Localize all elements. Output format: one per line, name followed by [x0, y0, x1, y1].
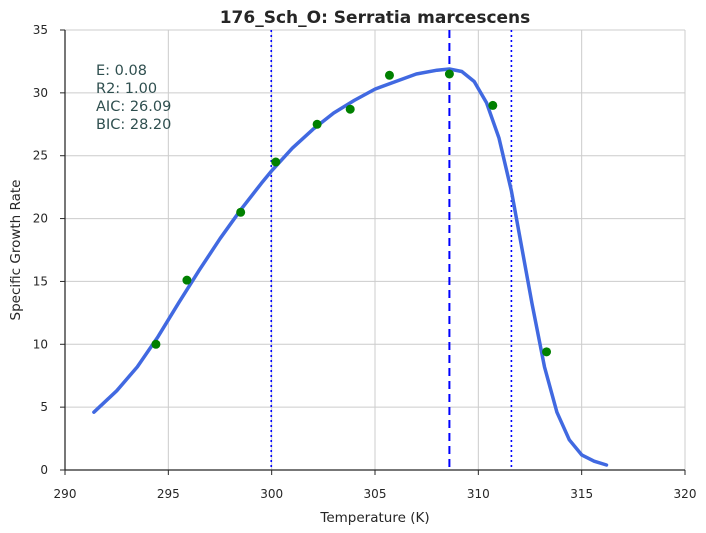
- data-point: [312, 119, 322, 129]
- x-tick-label: 315: [570, 487, 593, 501]
- x-tick-label: 320: [674, 487, 697, 501]
- fit-curve: [92, 67, 609, 467]
- stat-aic: AIC: 26.09: [96, 99, 171, 115]
- y-tick-label: 30: [33, 86, 48, 100]
- x-tick-labels: 290 295 300 305 310 315 320: [54, 470, 697, 501]
- x-tick-label: 305: [364, 487, 387, 501]
- data-point: [542, 347, 552, 357]
- y-tick-labels: 0 5 10 15 20 25 30 35: [33, 23, 65, 477]
- x-tick-label: 295: [157, 487, 180, 501]
- x-tick-label: 300: [260, 487, 283, 501]
- y-tick-label: 35: [33, 23, 48, 37]
- reference-lines: [270, 30, 513, 470]
- data-point: [151, 339, 161, 349]
- stat-e: E: 0.08: [96, 63, 147, 79]
- data-point: [271, 157, 281, 167]
- data-point: [236, 207, 246, 217]
- y-tick-label: 15: [33, 274, 48, 288]
- data-point: [182, 275, 192, 285]
- x-tick-label: 290: [54, 487, 77, 501]
- y-tick-label: 20: [33, 212, 48, 226]
- x-tick-label: 310: [467, 487, 490, 501]
- data-point: [384, 70, 394, 80]
- data-points: [151, 69, 552, 357]
- y-axis-label: Specific Growth Rate: [8, 180, 24, 321]
- stat-bic: BIC: 28.20: [96, 117, 171, 133]
- data-point: [444, 69, 454, 79]
- grid-lines: [64, 29, 686, 471]
- data-point: [345, 104, 355, 114]
- stat-r2: R2: 1.00: [96, 81, 157, 97]
- y-tick-label: 5: [40, 400, 48, 414]
- x-axis-label: Temperature (K): [319, 510, 429, 526]
- y-tick-label: 25: [33, 149, 48, 163]
- y-tick-label: 0: [40, 463, 48, 477]
- chart-title: 176_Sch_O: Serratia marcescens: [220, 8, 531, 28]
- y-tick-label: 10: [33, 337, 48, 351]
- data-point: [488, 100, 498, 110]
